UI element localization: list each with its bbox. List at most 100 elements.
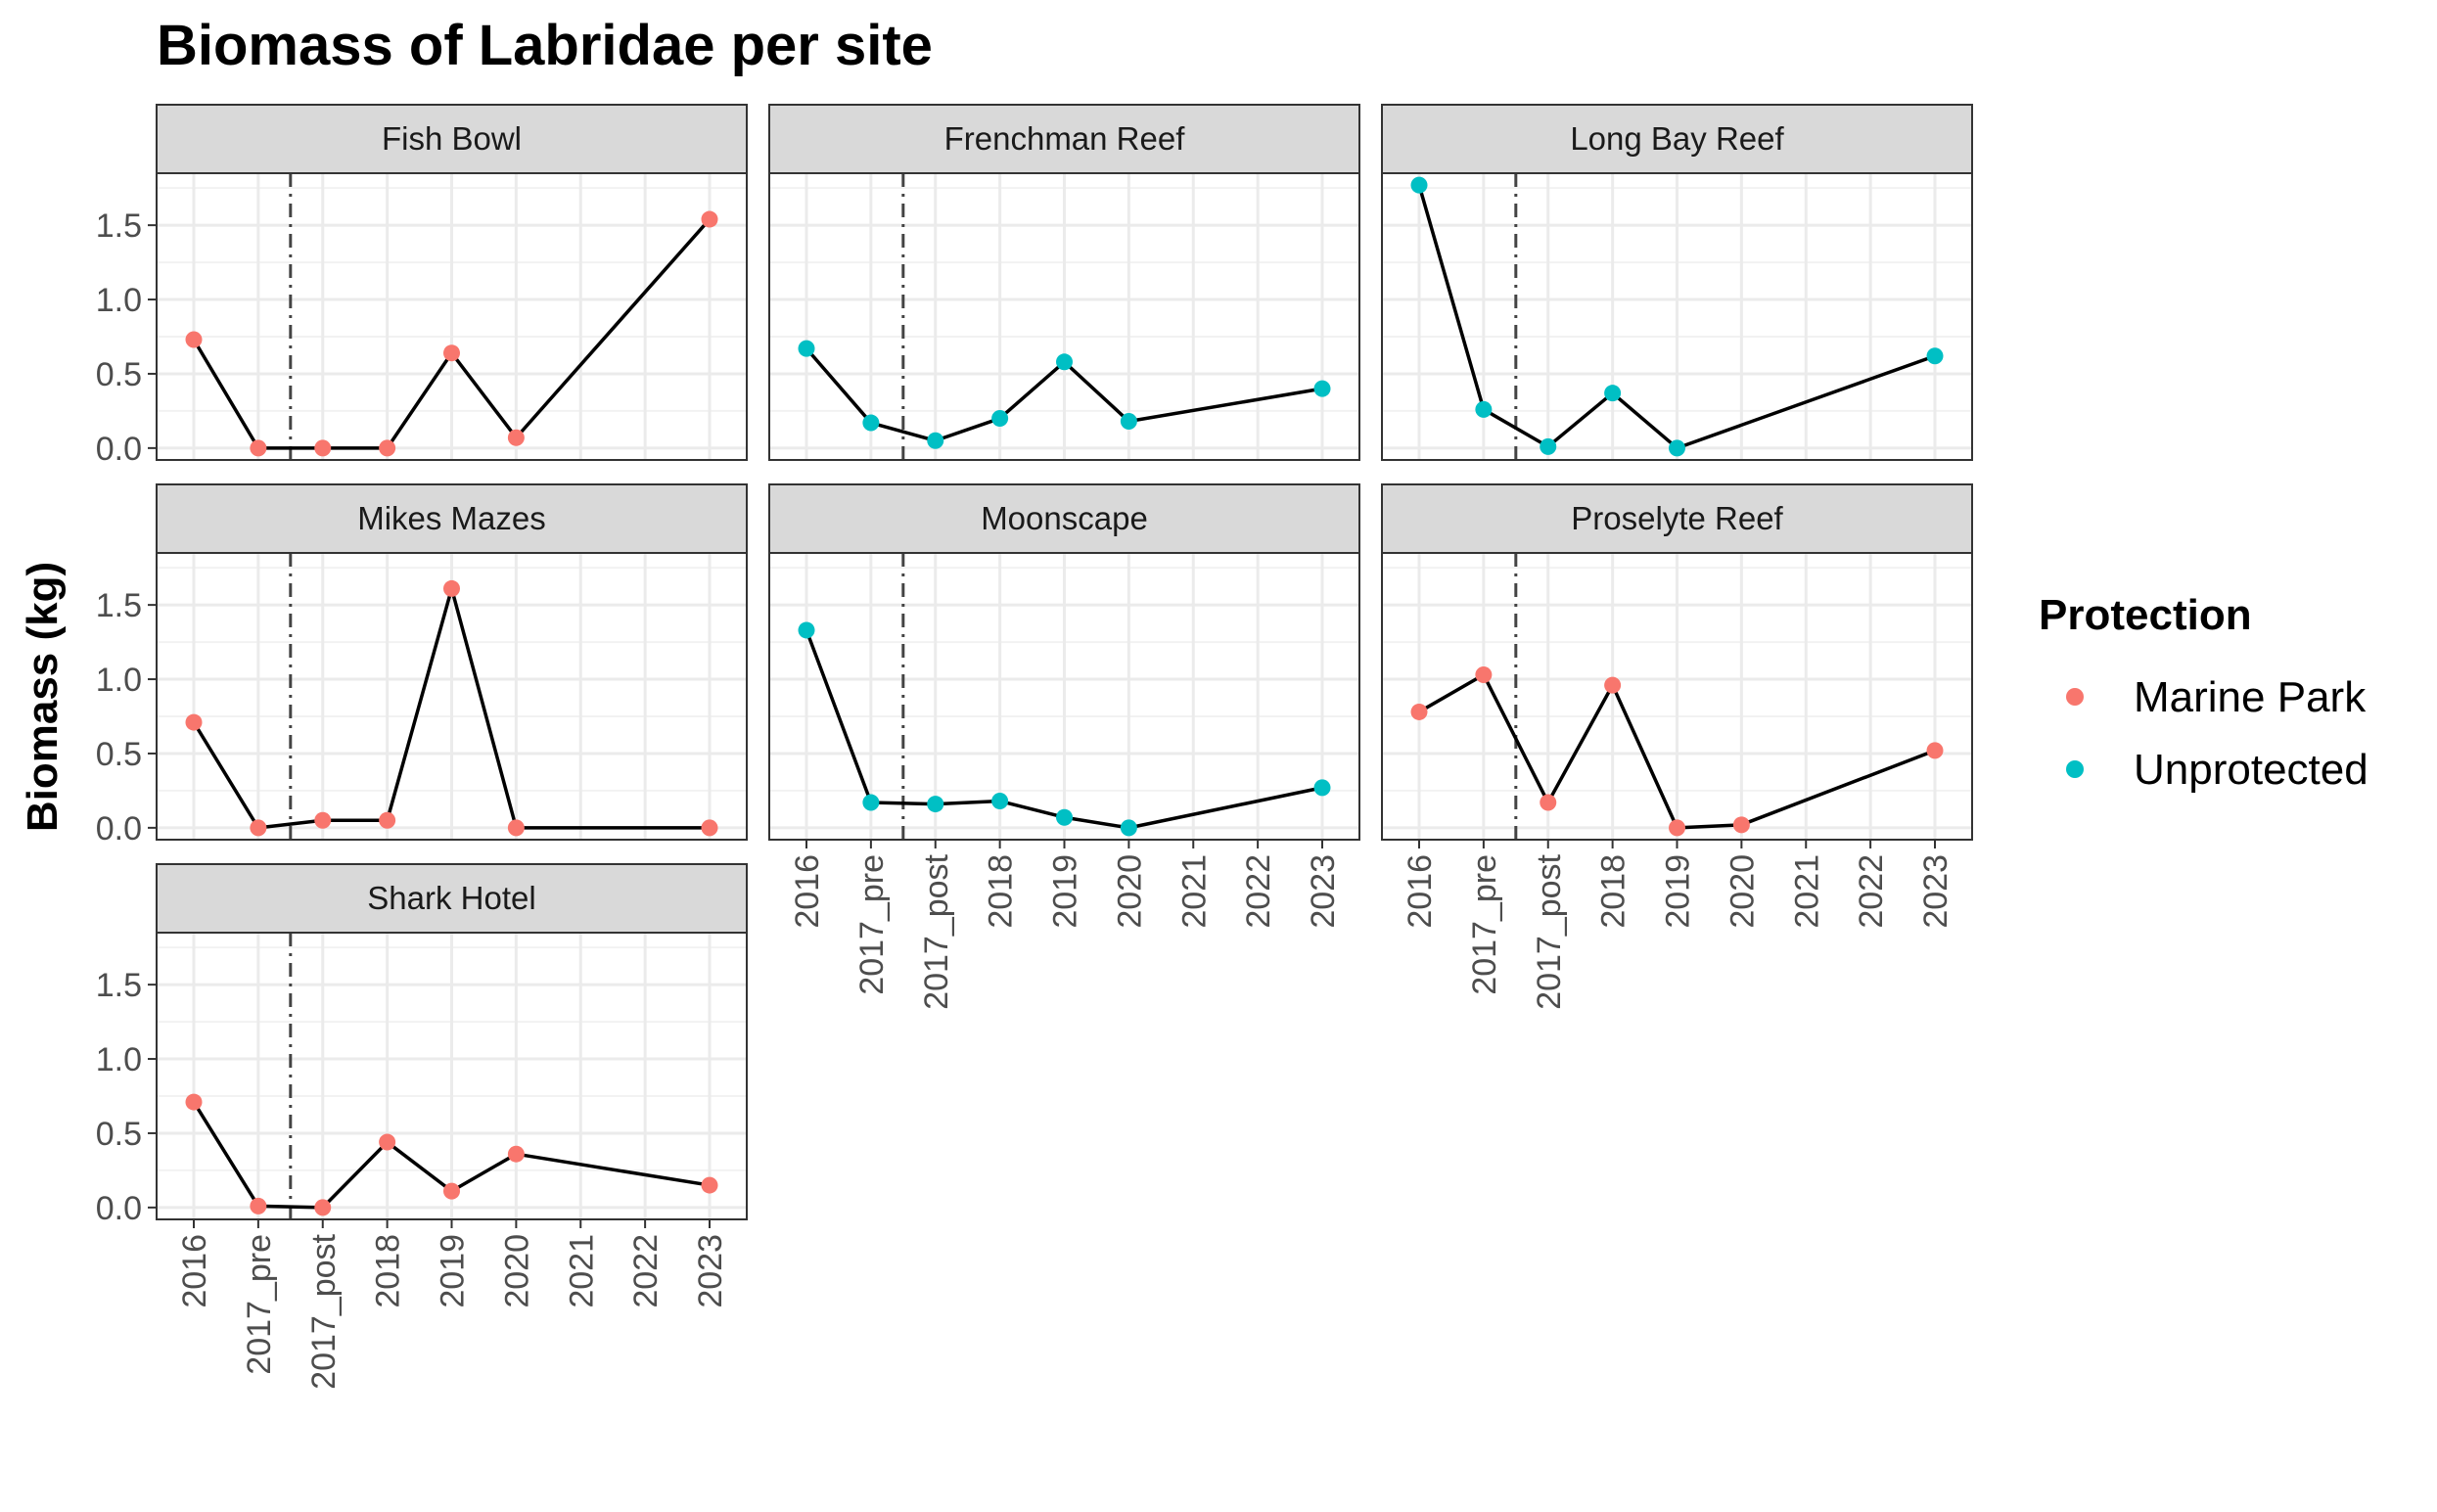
y-tick-label: 1.5 <box>96 207 142 245</box>
data-point-2019 <box>1669 439 1685 457</box>
x-tick-label: 2023 <box>1917 854 1954 929</box>
x-tick-label: 2017_post <box>1531 853 1568 1009</box>
data-point-2018 <box>379 811 396 829</box>
series-line <box>1417 184 1936 450</box>
data-point-2016 <box>798 621 815 639</box>
panel-strip <box>156 863 748 934</box>
chart-title: Biomass of Labridae per site <box>157 14 933 77</box>
x-tick-label: 2017_pre <box>241 1234 278 1375</box>
legend-label-marine-park: Marine Park <box>2134 673 2367 721</box>
data-point-2017_post <box>1540 437 1557 455</box>
panel-strip-label: Fish Bowl <box>382 120 522 157</box>
data-point-2023 <box>1926 347 1944 365</box>
y-tick-label: 0.5 <box>96 736 142 773</box>
data-point-2018 <box>991 793 1009 810</box>
data-point-2016 <box>185 1093 203 1111</box>
legend: Protection Marine Park Unprotected <box>2039 591 2368 794</box>
x-tick-label: 2020 <box>1724 854 1761 929</box>
y-tick-label: 0.0 <box>96 1190 142 1227</box>
x-tick-label: 2017_post <box>918 853 955 1009</box>
panel-strip-label: Mikes Mazes <box>357 500 546 536</box>
data-point-2017_pre <box>1475 665 1493 683</box>
x-tick-label: 2018 <box>370 1234 407 1308</box>
data-point-2020 <box>507 1145 525 1163</box>
x-tick-label: 2022 <box>1853 854 1890 929</box>
panel-strip <box>156 104 748 174</box>
legend-label-unprotected: Unprotected <box>2134 746 2368 794</box>
x-tick-label: 2019 <box>435 1234 472 1308</box>
y-tick-label: 1.5 <box>96 587 142 624</box>
x-tick-label: 2020 <box>1111 854 1148 929</box>
panel-frenchman-reef: Frenchman Reef <box>768 104 1360 461</box>
data-point-2016 <box>1410 703 1428 720</box>
data-point-2020 <box>507 429 525 446</box>
data-point-2017_post <box>1540 794 1557 811</box>
data-point-2018 <box>1604 385 1622 402</box>
x-tick-label: 2022 <box>627 1234 665 1308</box>
legend-key-unprotected <box>2066 760 2084 778</box>
y-tick-label: 1.5 <box>96 967 142 1004</box>
data-point-2019 <box>443 579 460 597</box>
x-tick-label: 2021 <box>1788 854 1825 929</box>
data-point-2020 <box>1120 413 1137 431</box>
x-tick-label: 2023 <box>1305 854 1342 929</box>
data-point-2017_pre <box>250 1197 267 1214</box>
data-point-2020 <box>1732 816 1750 834</box>
legend-key-marine-park <box>2066 688 2084 706</box>
panel-shark-hotel: Shark Hotel 0.0 0.5 1.0 1.5 2016 2017_pre 2017_… <box>96 863 748 1390</box>
panels: Fish Bowl 0.0 0.5 1.0 1.5 Frenchman Reef Long … <box>96 104 1973 1390</box>
data-point-2023 <box>701 210 718 228</box>
y-axis-label: Biomass (kg) <box>19 562 67 832</box>
y-tick-label: 0.5 <box>96 356 142 393</box>
data-point-2017_pre <box>250 819 267 837</box>
panel-mikes-mazes: Mikes Mazes 0.0 0.5 1.0 1.5 <box>96 483 748 848</box>
data-point-2019 <box>1056 353 1073 371</box>
panel-strip-label: Moonscape <box>981 500 1148 536</box>
x-tick-label: 2017_pre <box>1466 854 1503 995</box>
panel-border <box>768 172 1360 461</box>
panel-moonscape: Moonscape 2016 2017_pre 2017_post 2018 2019 20… <box>768 483 1360 1010</box>
data-point-2023 <box>701 819 718 837</box>
x-tick-label: 2018 <box>1595 854 1632 929</box>
data-point-2017_pre <box>862 794 880 811</box>
y-tick-label: 0.0 <box>96 810 142 848</box>
x-tick-label: 2019 <box>1660 854 1697 929</box>
legend-title: Protection <box>2039 591 2252 639</box>
panel-strip <box>156 483 748 554</box>
panel-strip <box>768 104 1360 174</box>
panel-strip <box>1381 104 1973 174</box>
data-point-2023 <box>1313 779 1331 797</box>
panel-border <box>156 172 748 461</box>
x-tick-label: 2016 <box>176 1234 213 1308</box>
data-point-2020 <box>507 819 525 837</box>
x-tick-label: 2016 <box>789 854 826 929</box>
data-point-2020 <box>1120 819 1137 837</box>
data-point-2019 <box>1056 808 1073 826</box>
panel-strip <box>768 483 1360 554</box>
x-tick-label: 2023 <box>692 1234 729 1308</box>
data-point-2018 <box>991 409 1009 427</box>
x-tick-label: 2019 <box>1047 854 1084 929</box>
data-point-2017_post <box>314 439 332 457</box>
data-point-2019 <box>1669 819 1685 837</box>
data-point-2018 <box>379 439 396 457</box>
y-tick-label: 1.0 <box>96 282 142 319</box>
x-tick-label: 2020 <box>498 1234 535 1308</box>
y-tick-label: 0.5 <box>96 1116 142 1153</box>
data-point-2017_pre <box>1475 400 1493 418</box>
data-point-2023 <box>1926 742 1944 759</box>
x-tick-label: 2017_post <box>305 1233 343 1389</box>
x-tick-label: 2022 <box>1240 854 1277 929</box>
data-point-2017_pre <box>250 439 267 457</box>
panel-long-bay-reef: Long Bay Reef <box>1381 104 1973 461</box>
panel-border <box>156 552 748 841</box>
x-tick-label: 2018 <box>983 854 1020 929</box>
y-tick-label: 0.0 <box>96 431 142 468</box>
panel-strip-label: Shark Hotel <box>367 880 535 916</box>
panel-proselyte-reef: Proselyte Reef 2016 2017_pre 2017_post 2018 2… <box>1381 483 1973 1010</box>
data-point-2017_post <box>927 796 944 813</box>
y-tick-label: 1.0 <box>96 1041 142 1078</box>
data-point-2023 <box>701 1176 718 1194</box>
